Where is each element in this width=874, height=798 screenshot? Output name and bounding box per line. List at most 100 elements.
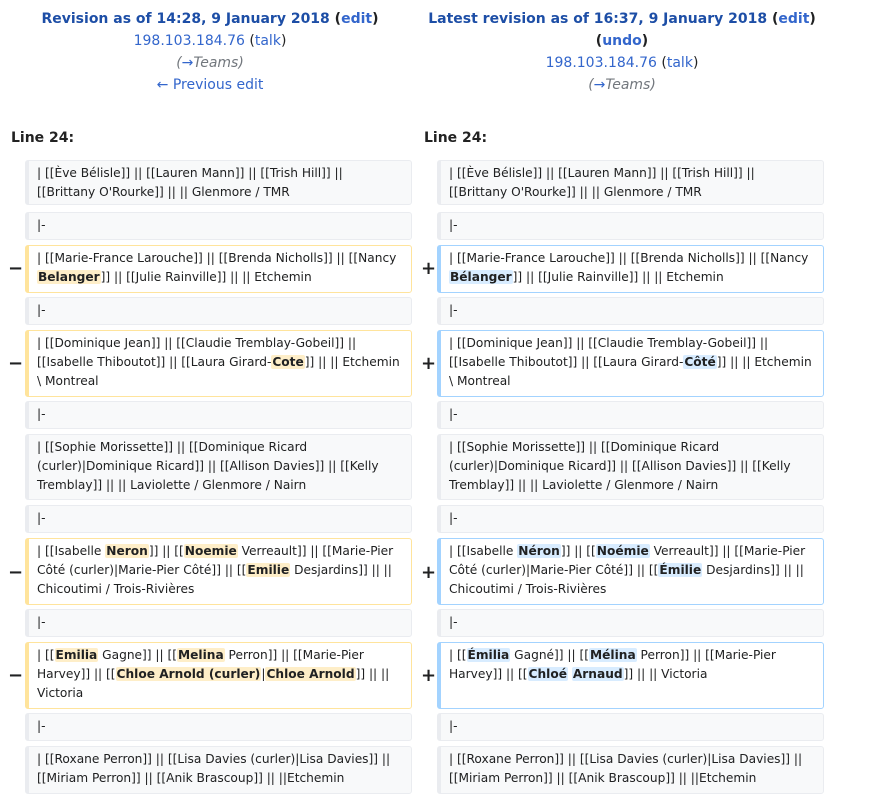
paren: ( [588, 77, 594, 93]
diff-deleted-word: Emilia [54, 648, 99, 662]
diff-deleted-line: | [[Emilia Gagne]] || [[Melina Perron]] … [25, 642, 412, 709]
new-section-name: Teams [605, 77, 651, 93]
diff-context-line: | [[Roxane Perron]] || [[Lisa Davies (cu… [25, 746, 412, 794]
diff-context-line: | [[Roxane Perron]] || [[Lisa Davies (cu… [437, 746, 824, 794]
old-revision-header: Revision as of 14:28, 9 January 2018 (ed… [10, 8, 410, 96]
diff-text: ]] || [[Julie Rainville]] || || Etchemin [512, 270, 724, 284]
diff-deleted-word: Melina [177, 648, 225, 662]
diff-deleted-word: Chloe Arnold (curler) [115, 667, 262, 681]
old-edit-link[interactable]: edit [341, 11, 373, 27]
old-revision-link[interactable]: Revision as of 14:28, 9 January 2018 [41, 11, 330, 27]
diff-text: | [[Marie-France Larouche]] || [[Brenda … [449, 251, 809, 265]
new-revision-user: 198.103.184.76 (talk) [412, 52, 832, 74]
diff-added-word: Chloé [527, 667, 568, 681]
diff-context-line: | [[Ève Bélisle]] || [[Lauren Mann]] || … [25, 160, 412, 205]
deleted-line-marker: − [8, 665, 24, 686]
old-section-arrow-link[interactable]: → [181, 55, 194, 71]
diff-text: | [[Isabelle [449, 544, 518, 558]
deleted-line-marker: − [8, 353, 24, 374]
undo-link[interactable]: undo [602, 33, 642, 49]
added-line-marker: + [421, 665, 437, 686]
diff-text: | [[Dominique Jean]] || [[Claudie Trembl… [37, 336, 357, 369]
diff-text: ]] || || Victoria [623, 667, 708, 681]
new-section-arrow-link[interactable]: → [593, 77, 606, 93]
new-edit-comment: (→Teams) [412, 74, 832, 96]
paren: ( [334, 11, 342, 27]
new-user-link[interactable]: 198.103.184.76 [545, 55, 657, 71]
diff-text: Gagné]] || [[ [510, 648, 590, 662]
diff-added-word: Noémie [595, 544, 650, 558]
diff-text: | [261, 667, 266, 681]
diff-added-word: Émilie [658, 563, 703, 577]
diff-text: Desjardins]] || || Chicoutimi / Trois-Ri… [449, 563, 804, 596]
diff-context-line: |- [25, 505, 412, 533]
diff-text: | [[ [37, 648, 55, 662]
new-revision-title: Latest revision as of 16:37, 9 January 2… [412, 8, 832, 30]
old-user-link[interactable]: 198.103.184.76 [133, 33, 245, 49]
old-section-name: Teams [193, 55, 239, 71]
diff-context-line: |- [437, 297, 824, 325]
diff-added-word: Néron [517, 544, 561, 558]
diff-context-line: |- [437, 609, 824, 637]
diff-deleted-word: Chloe Arnold [265, 667, 356, 681]
diff-text: Verreault]] || [[Marie-Pier Côté (curler… [37, 544, 394, 577]
diff-context-line: |- [25, 212, 412, 240]
old-revision-title: Revision as of 14:28, 9 January 2018 (ed… [10, 8, 410, 30]
diff-deleted-line: | [[Isabelle Neron]] || [[Noemie Verreau… [25, 538, 412, 605]
diff-added-line: | [[Dominique Jean]] || [[Claudie Trembl… [437, 330, 824, 397]
paren: ) [692, 55, 699, 71]
diff-context-line: |- [437, 401, 824, 429]
old-edit-comment: (→Teams) [10, 52, 410, 74]
diff-text: ]] || [[ [148, 544, 184, 558]
deleted-line-marker: − [8, 562, 24, 583]
added-line-marker: + [421, 258, 437, 279]
new-edit-link[interactable]: edit [778, 11, 810, 27]
paren: ( [661, 55, 667, 71]
diff-context-line: |- [437, 212, 824, 240]
diff-text: ]] || || Victoria [37, 667, 390, 700]
diff-context-line: |- [437, 713, 824, 741]
paren: ) [641, 33, 649, 49]
diff-added-line: | [[Isabelle Néron]] || [[Noémie Verreau… [437, 538, 824, 605]
diff-added-word: Côté [683, 355, 717, 369]
diff-text: Desjardins]] || || Chicoutimi / Trois-Ri… [37, 563, 392, 596]
diff-deleted-line: | [[Dominique Jean]] || [[Claudie Trembl… [25, 330, 412, 397]
diff-text: Perron]] || [[Marie-Pier Harvey]] || [[ [449, 648, 776, 681]
diff-context-line: |- [25, 713, 412, 741]
diff-deleted-word: Neron [105, 544, 149, 558]
diff-deleted-line: | [[Marie-France Larouche]] || [[Brenda … [25, 245, 412, 293]
diff-added-word: Mélina [589, 648, 637, 662]
paren: ( [249, 33, 255, 49]
diff-context-line: | [[Ève Bélisle]] || [[Lauren Mann]] || … [437, 160, 824, 205]
diff-added-line: | [[Émilia Gagné]] || [[Mélina Perron]] … [437, 642, 824, 709]
diff-deleted-word: Emilie [246, 563, 291, 577]
old-talk-link[interactable]: talk [254, 33, 281, 49]
paren: ( [771, 11, 779, 27]
paren: ( [595, 33, 603, 49]
new-talk-link[interactable]: talk [666, 55, 693, 71]
diff-added-word: Émilia [466, 648, 511, 662]
diff-added-word: Bélanger [449, 270, 513, 284]
diff-added-word: Arnaud [571, 667, 624, 681]
diff-deleted-word: Belanger [37, 270, 101, 284]
previous-edit-link[interactable]: ← Previous edit [156, 77, 264, 93]
paren: ( [176, 55, 182, 71]
diff-text: | [[Dominique Jean]] || [[Claudie Trembl… [449, 336, 769, 369]
diff-text: ]] || [[Julie Rainville]] || || Etchemin [100, 270, 312, 284]
diff-deleted-word: Cote [271, 355, 305, 369]
diff-context-line: |- [25, 609, 412, 637]
diff-context-line: | [[Sophie Morissette]] || [[Dominique R… [25, 434, 412, 500]
previous-edit-row: ← Previous edit [10, 74, 410, 96]
diff-text: Gagne]] || [[ [98, 648, 178, 662]
diff-text: ]] || || Etchemin \ Montreal [37, 355, 400, 388]
diff-context-line: | [[Sophie Morissette]] || [[Dominique R… [437, 434, 824, 500]
new-revision-link[interactable]: Latest revision as of 16:37, 9 January 2… [428, 11, 768, 27]
added-line-marker: + [421, 353, 437, 374]
diff-text: | [[Marie-France Larouche]] || [[Brenda … [37, 251, 397, 265]
diff-text: | [[ [449, 648, 467, 662]
old-line-number: Line 24: [11, 130, 75, 146]
diff-text: ]] || || Etchemin \ Montreal [449, 355, 812, 388]
paren: ) [650, 77, 656, 93]
old-revision-user: 198.103.184.76 (talk) [10, 30, 410, 52]
